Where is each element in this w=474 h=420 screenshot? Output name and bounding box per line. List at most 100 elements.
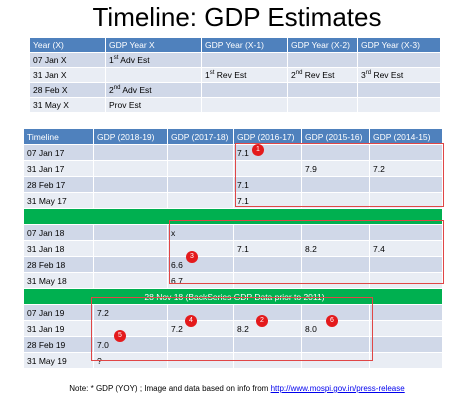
gdp-cell [233,224,302,241]
col-header: GDP Year (X-2) [287,37,358,53]
gdp-cell [233,160,302,177]
gdp-cell [93,176,168,193]
gdp-cell [369,176,443,193]
row-date: 31 May 17 [23,192,94,209]
table-row: 31 Jan 17 7.9 7.2 [23,160,443,177]
gdp-cell [93,240,168,257]
col-header: GDP (2014-15) [369,128,443,145]
row-date: 28 Feb 19 [23,336,94,353]
cell [201,97,288,113]
gdp-cell [369,192,443,209]
gdp-cell [301,304,370,321]
callout-badge: 4 [185,315,197,327]
row-date: 07 Jan 19 [23,304,94,321]
gdp-cell [301,256,370,273]
gdp-cell [167,336,234,353]
table-row: 31 May X Prov Est [29,97,441,113]
row-date: 31 Jan 18 [23,240,94,257]
row-date: 31 May 19 [23,352,94,369]
footnote-text: Note: * GDP (YOY) ; Image and data based… [69,384,271,393]
table-row: 07 Jan 19 7.2 [23,304,443,321]
table-row: 07 Jan 18 x [23,224,443,241]
gdp-cell [233,336,302,353]
cell: 1st Rev Est [201,67,288,83]
gdp-cell [301,224,370,241]
cell [287,97,358,113]
cell [357,52,441,68]
table-row: 28 Feb 17 7.1 [23,176,443,193]
gdp-cell [369,272,443,289]
gdp-cell [93,256,168,273]
gdp-cell [93,192,168,209]
col-header: GDP (2018-19) [93,128,168,145]
row-date: 07 Jan 17 [23,144,94,161]
col-header: Year (X) [29,37,106,53]
callout-badge: 5 [114,330,126,342]
gdp-cell [369,336,443,353]
col-header: GDP Year X [105,37,202,53]
row-date: 31 May 18 [23,272,94,289]
cell [287,82,358,98]
row-date: 31 Jan 17 [23,160,94,177]
highlight-box [91,297,373,361]
gdp-cell [167,144,234,161]
cell: 2nd Adv Est [105,82,202,98]
gdp-cell [167,192,234,209]
table-row: 31 Jan X 1st Rev Est 2nd Rev Est 3rd Rev… [29,67,441,83]
gdp-cell [369,304,443,321]
cell [357,97,441,113]
cell: 2nd Rev Est [287,67,358,83]
gdp-cell: 7.9 [301,160,370,177]
page-title: Timeline: GDP Estimates [92,2,382,32]
gdp-cell [93,272,168,289]
row-date: 07 Jan 18 [23,224,94,241]
gdp-cell [369,320,443,337]
table-row: 31 Jan 19 7.2 8.2 8.0 [23,320,443,337]
row-date: 31 Jan X [29,67,106,83]
gdp-cell: 7.1 [233,192,302,209]
table-row: 07 Jan X 1st Adv Est [29,52,441,68]
row-date: 31 May X [29,97,106,113]
callout-badge: 1 [252,144,264,156]
gdp-cell: 8.0 [301,320,370,337]
table-row: 31 May 18 6.7 [23,272,443,289]
gdp-cell [233,304,302,321]
gdp-timeline-table: Timeline GDP (2018-19) GDP (2017-18) GDP… [23,128,443,369]
col-header: GDP Year (X-3) [357,37,441,53]
cell [287,52,358,68]
gdp-cell [369,352,443,369]
highlight-box [169,220,444,284]
table-row: 31 Jan 18 7.1 8.2 7.4 [23,240,443,257]
gdp-cell [301,144,370,161]
cell: Prov Est [105,97,202,113]
cell [201,82,288,98]
callout-badge: 2 [256,315,268,327]
cell: 3rd Rev Est [357,67,441,83]
callout-badge: 6 [326,315,338,327]
gdp-cell [369,224,443,241]
cell [357,82,441,98]
gdp-cell: 6.6 [167,256,234,273]
gdp-cell [167,160,234,177]
cell [105,67,202,83]
col-header: GDP (2017-18) [167,128,234,145]
gdp-cell [167,176,234,193]
col-header: GDP Year (X-1) [201,37,288,53]
source-link[interactable]: http://www.mospi.gov.in/press-release [270,384,405,393]
gdp-cell [93,160,168,177]
gdp-cell: 7.2 [369,160,443,177]
highlight-box [235,143,444,207]
cell [201,52,288,68]
gdp-cell: 6.7 [167,272,234,289]
table-row: 28 Feb 18 6.6 [23,256,443,273]
col-header: GDP (2015-16) [301,128,370,145]
table-row: 31 May 17 7.1 [23,192,443,209]
row-date: 07 Jan X [29,52,106,68]
row-date: 28 Feb 17 [23,176,94,193]
gdp-cell: 8.2 [301,240,370,257]
gdp-cell [301,272,370,289]
footnote: Note: * GDP (YOY) ; Image and data based… [0,384,474,393]
callout-badge: 3 [186,251,198,263]
col-header: Timeline [23,128,94,145]
row-date: 31 Jan 19 [23,320,94,337]
